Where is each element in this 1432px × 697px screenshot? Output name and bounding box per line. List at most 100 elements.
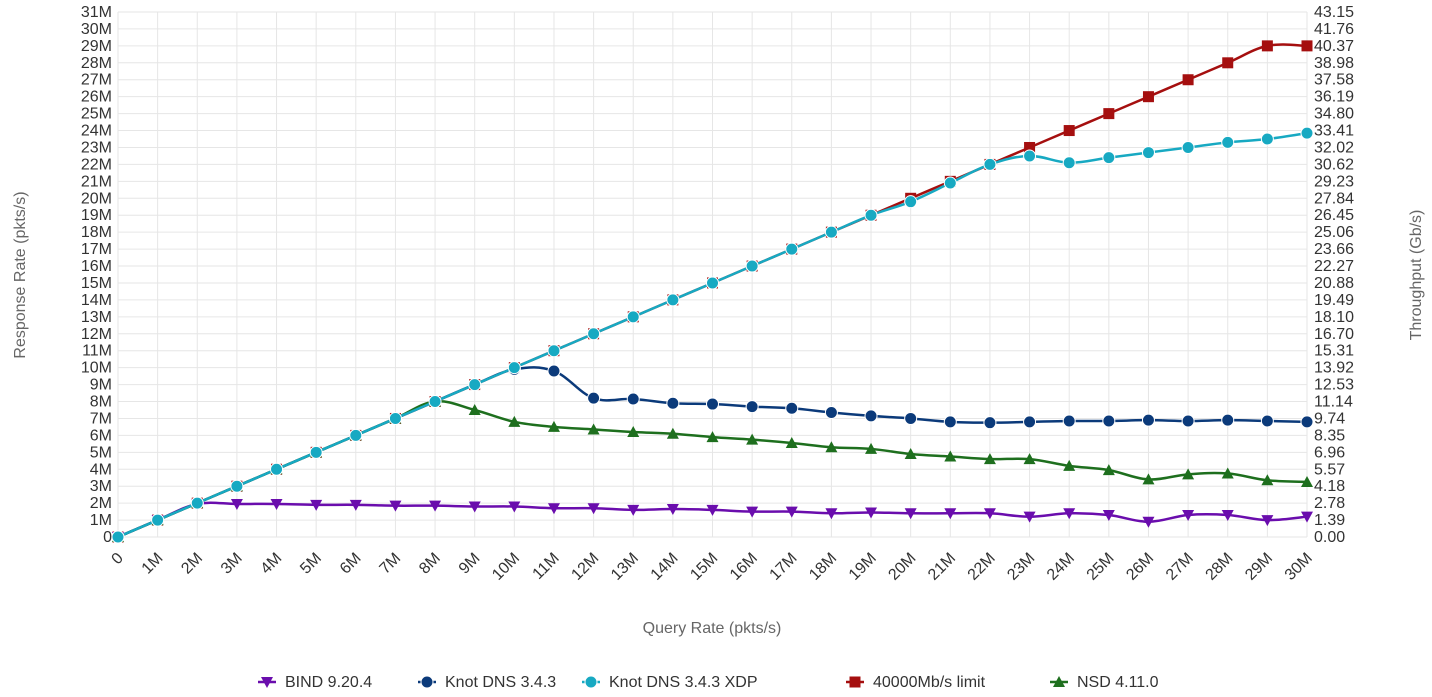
legend[interactable]: BIND 9.20.4 Knot DNS 3.4.3 Knot DNS 3.4.3 … xyxy=(258,674,1159,691)
data-point xyxy=(468,501,481,513)
y2-tick-label: 29.23 xyxy=(1314,173,1354,190)
y2-tick-label: 38.98 xyxy=(1314,55,1354,72)
x-tick-label: 18M xyxy=(806,550,840,584)
data-point xyxy=(1023,415,1037,429)
x-tick-label: 21M xyxy=(925,550,959,584)
data-point xyxy=(310,499,323,511)
data-point xyxy=(746,433,759,445)
y-tick-label: 27M xyxy=(81,72,112,89)
x-tick-label: 5M xyxy=(297,550,325,578)
x-tick-label: 14M xyxy=(648,550,682,584)
data-point xyxy=(865,442,878,454)
y-tick-label: 10M xyxy=(81,360,112,377)
y2-tick-label: 19.49 xyxy=(1314,292,1354,309)
y-tick-label: 0 xyxy=(103,529,112,546)
x-tick-label: 12M xyxy=(568,550,602,584)
y-tick-label: 28M xyxy=(81,55,112,72)
y-tick-label: 22M xyxy=(81,156,112,173)
y2-tick-label: 5.57 xyxy=(1314,461,1345,478)
data-point xyxy=(1260,132,1274,146)
y2-tick-label: 16.70 xyxy=(1314,326,1354,343)
data-point xyxy=(270,498,283,510)
y2-tick-label: 30.62 xyxy=(1314,156,1354,173)
x-tick-label: 22M xyxy=(965,550,999,584)
data-point xyxy=(388,411,402,425)
data-point xyxy=(1142,473,1155,485)
y-tick-label: 17M xyxy=(81,241,112,258)
y-tick-label: 5M xyxy=(90,444,112,461)
y2-tick-label: 1.39 xyxy=(1314,512,1345,529)
data-point xyxy=(190,496,204,510)
y-tick-label: 16M xyxy=(81,258,112,275)
y-tick-label: 2M xyxy=(90,495,112,512)
data-point xyxy=(944,450,957,462)
legend-item[interactable]: Knot DNS 3.4.3 xyxy=(418,674,556,691)
data-point xyxy=(1024,141,1036,153)
y2-tick-label: 26.45 xyxy=(1314,207,1354,224)
data-point xyxy=(666,293,680,307)
data-point xyxy=(349,428,363,442)
data-point xyxy=(1301,40,1313,52)
x-tick-label: 28M xyxy=(1203,550,1237,584)
data-point xyxy=(1221,509,1234,521)
y2-tick-label: 37.58 xyxy=(1314,72,1354,89)
y-tick-label: 31M xyxy=(81,4,112,21)
x-tick-label: 4M xyxy=(258,550,286,578)
legend-item[interactable]: Knot DNS 3.4.3 XDP xyxy=(582,674,758,691)
y-axis-title: Response Rate (pkts/s) xyxy=(12,191,29,358)
data-point xyxy=(587,327,601,341)
y2-tick-label: 6.96 xyxy=(1314,444,1345,461)
data-point xyxy=(825,441,838,453)
legend-item[interactable]: NSD 4.11.0 xyxy=(1050,674,1159,691)
y2-tick-label: 27.84 xyxy=(1314,190,1354,207)
data-point xyxy=(270,462,284,476)
y2-tick-label: 20.88 xyxy=(1314,275,1354,292)
y-tick-label: 14M xyxy=(81,292,112,309)
y2-tick-label: 43.15 xyxy=(1314,4,1354,21)
data-point xyxy=(1221,413,1235,427)
grid xyxy=(117,11,1308,538)
y-tick-label: 29M xyxy=(81,38,112,55)
series-layer xyxy=(111,40,1314,544)
y-tick-label: 23M xyxy=(81,139,112,156)
data-point xyxy=(706,397,719,411)
data-point xyxy=(1023,453,1036,465)
y2-tick-label: 2.78 xyxy=(1314,495,1345,512)
data-point xyxy=(1301,511,1313,523)
data-point xyxy=(1221,135,1235,149)
legend-label: NSD 4.11.0 xyxy=(1077,674,1159,691)
data-point xyxy=(1063,459,1076,471)
legend-label: Knot DNS 3.4.3 xyxy=(445,674,556,691)
data-point xyxy=(904,508,917,520)
data-point xyxy=(864,208,878,222)
legend-label: BIND 9.20.4 xyxy=(285,674,372,691)
y2-tick-label: 25.06 xyxy=(1314,224,1354,241)
data-point xyxy=(547,420,560,432)
data-point xyxy=(1222,57,1234,69)
x-tick-label: 8M xyxy=(416,550,444,578)
legend-item[interactable]: BIND 9.20.4 xyxy=(258,674,372,691)
y2-axis-title: Throughput (Gb/s) xyxy=(1408,210,1425,341)
y2-tick-label: 9.74 xyxy=(1314,410,1345,427)
data-point xyxy=(627,426,640,437)
x-tick-label: 24M xyxy=(1044,550,1078,584)
y-tick-label: 25M xyxy=(81,106,112,123)
legend-item[interactable]: 40000Mb/s limit xyxy=(846,674,986,691)
y2-tick-label: 22.27 xyxy=(1314,258,1354,275)
x-tick-label: 6M xyxy=(337,550,365,578)
x-tick-label: 0 xyxy=(109,550,127,568)
x-tick-label: 16M xyxy=(727,550,761,584)
x-tick-label: 15M xyxy=(687,550,721,584)
data-point xyxy=(1301,475,1313,487)
y2-tick-label: 40.37 xyxy=(1314,38,1354,55)
x-tick-label: 3M xyxy=(218,550,246,578)
data-point xyxy=(1261,474,1274,486)
y-tick-label: 21M xyxy=(81,173,112,190)
data-point xyxy=(468,378,482,392)
legend-marker-icon xyxy=(1053,676,1065,687)
y2-tick-label: 4.18 xyxy=(1314,478,1345,495)
data-point xyxy=(429,500,442,512)
data-point xyxy=(666,396,680,410)
x-tick-label: 29M xyxy=(1242,550,1276,584)
data-point xyxy=(1023,149,1037,163)
